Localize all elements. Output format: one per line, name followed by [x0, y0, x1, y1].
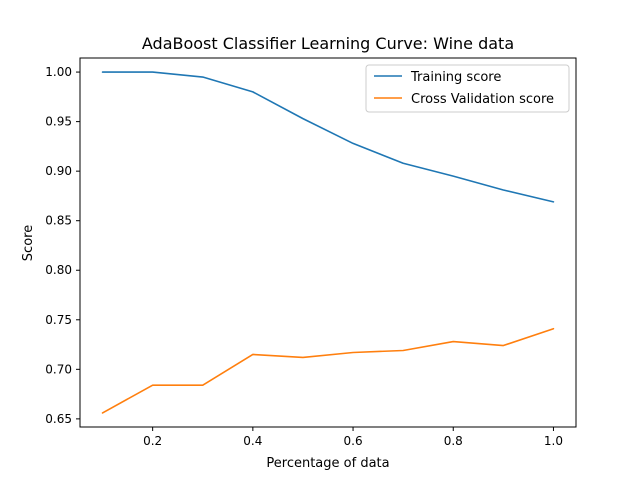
legend: Training score Cross Validation score: [365, 64, 570, 113]
y-tick-label: 0.85: [45, 214, 72, 228]
y-tick-label: 0.75: [45, 313, 72, 327]
axes-frame: [79, 57, 577, 428]
legend-label: Training score: [410, 70, 501, 85]
series-line-cross-validation: [101, 327, 555, 414]
y-tick-label: 0.80: [45, 263, 72, 277]
y-tick-label: 0.70: [45, 362, 72, 376]
y-tick-label: 0.95: [45, 115, 72, 129]
x-axis-label: Percentage of data: [266, 456, 389, 471]
chart-title: AdaBoost Classifier Learning Curve: Wine…: [142, 34, 514, 53]
y-tick-label: 0.65: [45, 412, 72, 426]
y-tick-label: 0.90: [45, 164, 72, 178]
legend-label: Cross Validation score: [411, 92, 554, 107]
y-tick-label: 1.00: [45, 65, 72, 79]
x-axis-ticks: 0.2 0.4 0.6 0.8 1.0: [143, 427, 563, 448]
x-tick-label: 0.4: [243, 434, 262, 448]
y-axis-ticks: 0.65 0.70 0.75 0.80 0.85 0.90 0.95 1.00: [45, 65, 80, 426]
legend-box: [365, 64, 570, 113]
x-tick-label: 0.8: [444, 434, 463, 448]
x-tick-label: 0.6: [344, 434, 363, 448]
series-line-training: [101, 71, 555, 203]
x-tick-label: 1.0: [544, 434, 563, 448]
y-axis-label: Score: [21, 225, 36, 261]
series-lines: [101, 71, 555, 414]
x-tick-label: 0.2: [143, 434, 162, 448]
